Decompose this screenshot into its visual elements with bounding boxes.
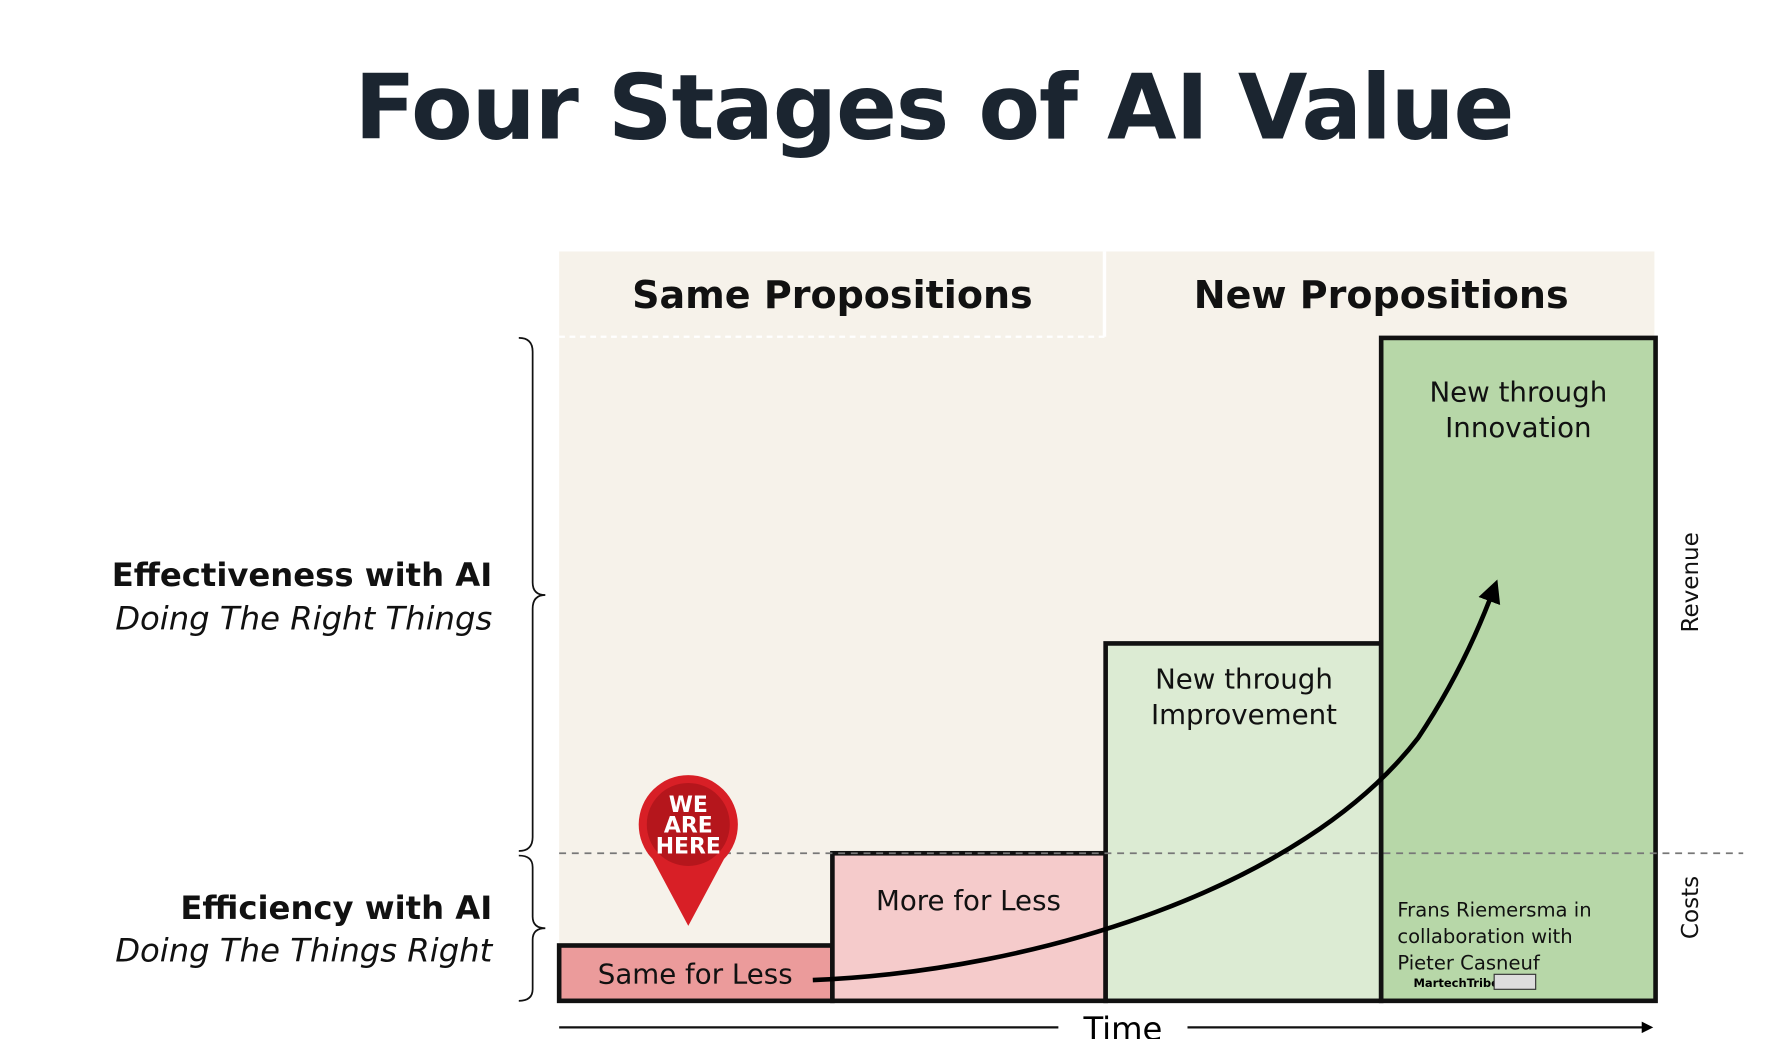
- brace: [518, 337, 546, 852]
- costs-label: Costs: [1678, 876, 1704, 939]
- column-header: New Propositions: [1194, 273, 1569, 317]
- stage-box: [1103, 641, 1384, 1004]
- x-axis-label: Time: [1082, 1010, 1162, 1039]
- stage-label: Same for Less: [598, 958, 793, 991]
- stage-label: Improvement: [1151, 698, 1337, 731]
- credit-text: Frans Riemersma in: [1397, 899, 1591, 922]
- stage-label: New through: [1155, 662, 1333, 695]
- left-heading: Effectiveness with AI: [112, 556, 493, 594]
- stage-label: Innovation: [1445, 411, 1591, 444]
- pin-text: WE: [669, 793, 708, 818]
- pin-text: HERE: [656, 834, 721, 859]
- license-badge: [1493, 973, 1537, 990]
- growth-arrow: [812, 579, 1501, 983]
- left-subtitle: Doing The Things Right: [115, 932, 493, 970]
- column-header: Same Propositions: [632, 273, 1033, 317]
- credit-text: Pieter Casneuf: [1397, 952, 1541, 975]
- logo: MartechTribe: [1413, 976, 1499, 990]
- left-heading: Efficiency with AI: [180, 889, 492, 927]
- stage-label: New through: [1429, 375, 1607, 408]
- stage-box: [830, 850, 1108, 1004]
- revenue-label: Revenue: [1678, 532, 1704, 632]
- credit-text: collaboration with: [1397, 925, 1572, 948]
- pin-text: ARE: [664, 814, 713, 839]
- stage-box: [556, 943, 835, 1004]
- stage-label: More for Less: [876, 884, 1061, 917]
- stage-box: [1378, 335, 1658, 1004]
- left-subtitle: Doing The Right Things: [115, 600, 492, 638]
- brace: [518, 854, 546, 1002]
- pin-inner: [646, 782, 730, 866]
- title: Four Stages of AI Value: [354, 56, 1513, 160]
